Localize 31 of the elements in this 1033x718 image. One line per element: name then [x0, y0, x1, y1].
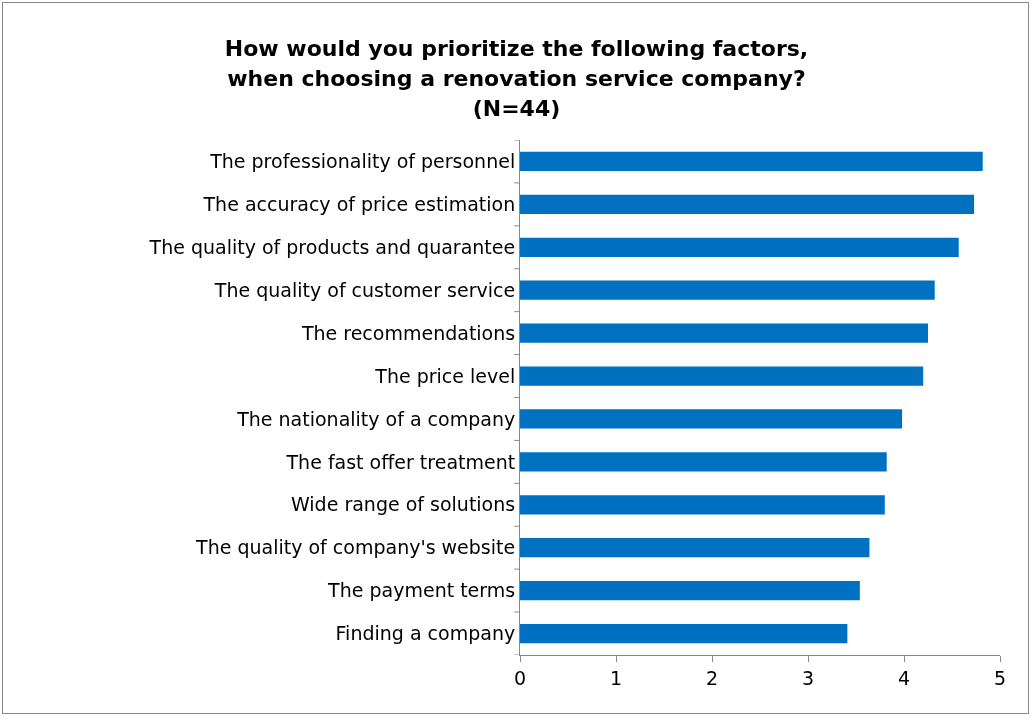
bar	[520, 280, 935, 300]
bar	[520, 580, 860, 601]
bar	[520, 194, 975, 215]
y-tick-label: The recommendations	[300, 321, 516, 344]
y-tick-label: The price level	[374, 364, 516, 387]
bar	[520, 452, 887, 472]
bar	[520, 366, 924, 386]
bar	[520, 151, 983, 172]
y-tick-label: The nationality of a company	[236, 407, 516, 430]
bar	[520, 409, 903, 429]
bar	[520, 495, 885, 515]
y-tick-label: The fast offer treatment	[285, 450, 516, 473]
y-tick-label: Wide range of solutions	[290, 493, 516, 516]
x-tick-label: 1	[609, 666, 623, 689]
x-tick-label: 4	[897, 666, 911, 689]
y-tick-label: The professionality of personnel	[209, 150, 516, 173]
x-tick-label: 3	[801, 666, 815, 689]
x-tick-label: 0	[513, 666, 527, 689]
y-tick-label: The accuracy of price estimation	[202, 193, 516, 216]
y-tick-label: The quality of customer service	[213, 278, 516, 301]
y-tick-label: The quality of company's website	[195, 536, 516, 559]
bar	[520, 323, 928, 343]
chart-title: How would you prioritize the following factors, when choosing a renovation service company? (N=44)	[223, 35, 810, 123]
y-tick-label: The quality of products and quarantee	[148, 235, 516, 258]
bar	[520, 538, 870, 558]
y-tick-label: Finding a company	[335, 622, 516, 645]
bar	[520, 623, 848, 644]
y-tick-label: The payment terms	[327, 579, 516, 602]
bar	[520, 237, 959, 257]
x-tick-label: 5	[993, 666, 1007, 689]
x-tick-label: 2	[705, 666, 719, 689]
